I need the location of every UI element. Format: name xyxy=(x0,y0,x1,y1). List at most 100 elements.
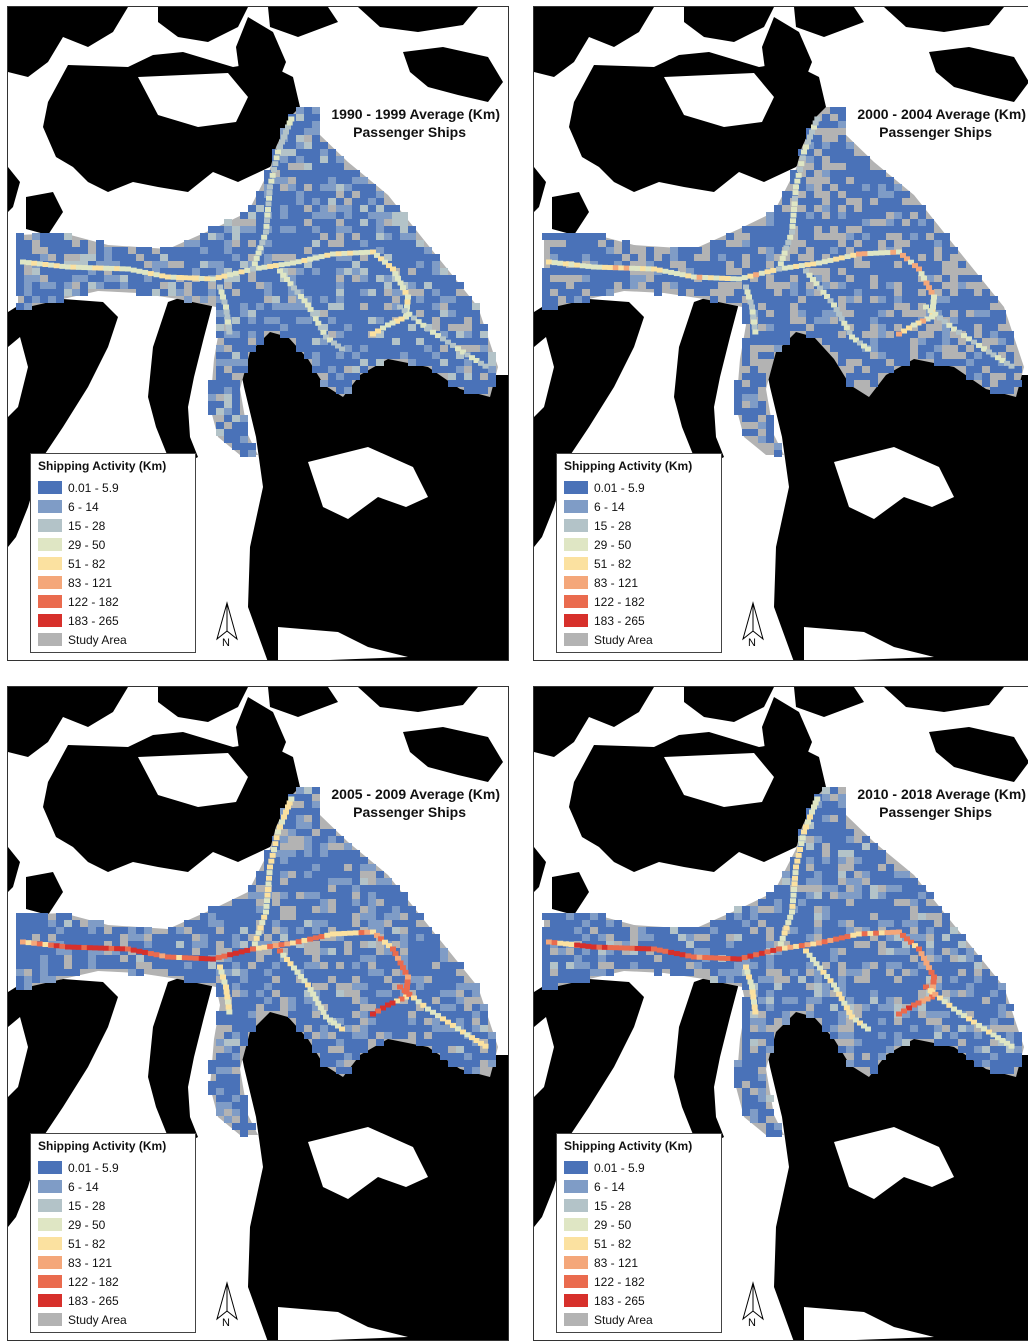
land-mass xyxy=(794,687,864,717)
activity-cell xyxy=(742,1011,750,1018)
activity-cell xyxy=(822,219,830,226)
activity-cell xyxy=(926,219,934,226)
activity-cell xyxy=(96,247,104,254)
route-cell xyxy=(482,363,489,369)
activity-cell xyxy=(376,997,384,1004)
activity-cell xyxy=(344,240,352,247)
activity-cell xyxy=(368,184,376,191)
activity-cell xyxy=(870,254,878,261)
activity-cell xyxy=(566,247,574,254)
activity-cell xyxy=(838,808,846,815)
activity-cell xyxy=(606,289,614,296)
route-cell xyxy=(923,984,929,990)
activity-cell xyxy=(1014,1060,1022,1067)
activity-cell xyxy=(392,885,400,892)
route-cell xyxy=(995,355,1001,361)
activity-cell xyxy=(296,878,304,885)
activity-cell xyxy=(216,1053,224,1060)
activity-cell xyxy=(862,1046,870,1053)
activity-cell xyxy=(878,359,886,366)
activity-cell xyxy=(870,289,878,296)
activity-cell xyxy=(40,240,48,247)
activity-cell xyxy=(344,843,352,850)
activity-cell xyxy=(432,282,440,289)
route-cell xyxy=(746,974,752,980)
route-cell xyxy=(873,930,880,936)
route-cell xyxy=(679,272,686,278)
activity-cell xyxy=(638,927,646,934)
activity-cell xyxy=(870,373,878,380)
activity-cell xyxy=(232,1039,240,1046)
activity-cell xyxy=(96,941,104,948)
activity-cell xyxy=(408,969,416,976)
scale-unit: Kilometres xyxy=(400,648,428,654)
activity-cell xyxy=(750,401,758,408)
route-cell xyxy=(181,955,188,961)
activity-cell xyxy=(136,927,144,934)
route-cell xyxy=(546,259,552,265)
activity-cell xyxy=(886,268,894,275)
activity-cell xyxy=(224,906,232,913)
activity-cell xyxy=(424,345,432,352)
activity-cell xyxy=(304,142,312,149)
activity-cell xyxy=(440,955,448,962)
route-cell xyxy=(896,1011,902,1017)
activity-cell xyxy=(400,254,408,261)
activity-cell xyxy=(758,1109,766,1116)
activity-cell xyxy=(416,247,424,254)
activity-cell xyxy=(296,254,304,261)
activity-cell xyxy=(742,429,750,436)
scale-tick-label: 80 xyxy=(936,630,944,637)
route-cell xyxy=(257,925,264,931)
activity-cell xyxy=(344,387,352,394)
activity-cell xyxy=(942,927,950,934)
activity-cell xyxy=(782,324,790,331)
activity-cell xyxy=(774,317,782,324)
activity-cell xyxy=(934,969,942,976)
activity-cell xyxy=(400,955,408,962)
route-cell xyxy=(777,261,784,267)
legend-swatch xyxy=(564,595,588,608)
map-panel-2005-2009: 2005 - 2009 Average (Km) Passenger Ships… xyxy=(7,686,509,1341)
route-cell xyxy=(747,273,754,279)
activity-cell xyxy=(56,920,64,927)
activity-cell xyxy=(886,261,894,268)
activity-cell xyxy=(88,962,96,969)
activity-cell xyxy=(950,317,958,324)
activity-cell xyxy=(264,268,272,275)
activity-cell xyxy=(902,338,910,345)
route-cell xyxy=(937,995,943,1001)
activity-cell xyxy=(870,212,878,219)
route-cell xyxy=(204,956,211,962)
activity-cell xyxy=(694,247,702,254)
route-cell xyxy=(225,999,231,1005)
route-cell xyxy=(389,1000,396,1006)
activity-cell xyxy=(838,913,846,920)
activity-cell xyxy=(846,303,854,310)
activity-cell xyxy=(328,275,336,282)
activity-cell xyxy=(758,1025,766,1032)
activity-cell xyxy=(806,233,814,240)
activity-cell xyxy=(272,198,280,205)
activity-cell xyxy=(384,906,392,913)
route-cell xyxy=(277,824,283,830)
route-cell xyxy=(793,184,799,190)
activity-cell xyxy=(320,892,328,899)
activity-cell xyxy=(798,990,806,997)
activity-cell xyxy=(998,380,1006,387)
route-cell xyxy=(878,930,885,936)
activity-cell xyxy=(256,247,264,254)
activity-cell xyxy=(798,1004,806,1011)
activity-cell xyxy=(590,948,598,955)
activity-cell xyxy=(432,345,440,352)
activity-cell xyxy=(224,408,232,415)
activity-cell xyxy=(862,955,870,962)
activity-cell xyxy=(48,976,56,983)
route-cell xyxy=(53,263,60,269)
activity-cell xyxy=(910,254,918,261)
legend-label: 51 - 82 xyxy=(594,556,632,571)
activity-cell xyxy=(24,247,32,254)
activity-cell xyxy=(288,310,296,317)
activity-cell xyxy=(352,857,360,864)
activity-cell xyxy=(288,303,296,310)
